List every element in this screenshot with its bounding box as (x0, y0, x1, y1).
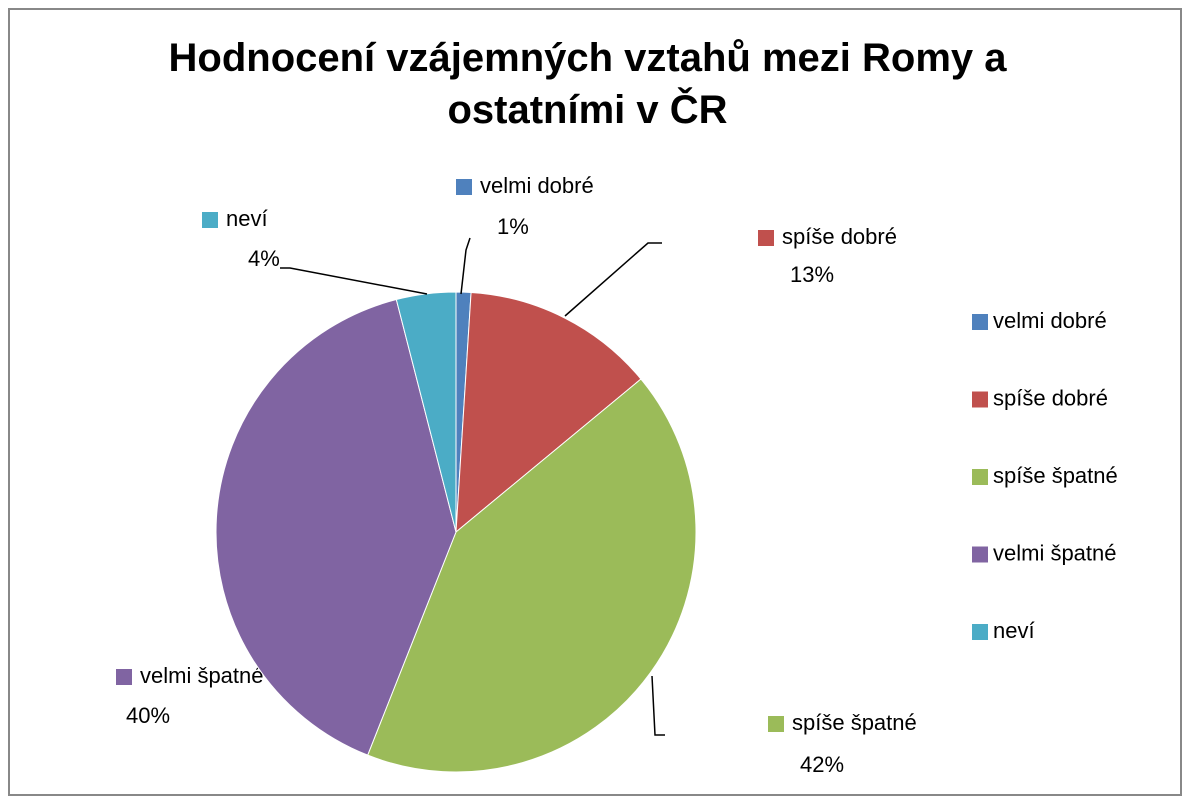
data-label-swatch (456, 179, 472, 195)
pie-slice (215, 298, 457, 756)
legend-label: spíše dobré (993, 385, 1108, 410)
legend-swatch (972, 624, 988, 640)
legend-label: spíše špatné (993, 463, 1118, 488)
data-label-name: neví (226, 206, 268, 231)
data-labels: velmi dobré 1% spíše dobré 13% spíše špatné 4… (116, 173, 917, 777)
pie-slice (367, 378, 697, 773)
data-label-swatch (202, 212, 218, 228)
leader-lines (280, 237, 665, 736)
data-label-value: 40% (126, 703, 170, 728)
leader-line (460, 237, 471, 295)
legend-swatch (972, 314, 988, 330)
legend-label: velmi dobré (993, 308, 1107, 333)
data-label-swatch (758, 230, 774, 246)
legend-swatch (972, 546, 988, 563)
legend: velmi dobré spíše dobré spíše špatné velmi … (972, 308, 1118, 643)
pie-slice (455, 291, 642, 534)
data-label-value: 4% (248, 246, 280, 271)
legend-swatch (972, 391, 988, 408)
pie (215, 291, 697, 773)
data-label-swatch (768, 716, 784, 732)
legend-swatch (972, 469, 988, 485)
data-label-name: velmi dobré (480, 173, 594, 198)
data-label-swatch (116, 669, 132, 685)
data-label-name: spíše špatné (792, 710, 917, 735)
data-label-value: 13% (790, 262, 834, 287)
data-label-value: 42% (800, 752, 844, 777)
legend-label: velmi špatné (993, 540, 1117, 565)
leader-line (564, 242, 662, 317)
leader-line (651, 675, 665, 736)
legend-label: neví (993, 618, 1035, 643)
chart-title: Hodnocení vzájemných vztahů mezi Romy a … (168, 36, 1007, 132)
data-label-name: velmi špatné (140, 663, 264, 688)
data-label-name: spíše dobré (782, 224, 897, 249)
leader-line (280, 267, 428, 295)
data-label-value: 1% (497, 214, 529, 239)
